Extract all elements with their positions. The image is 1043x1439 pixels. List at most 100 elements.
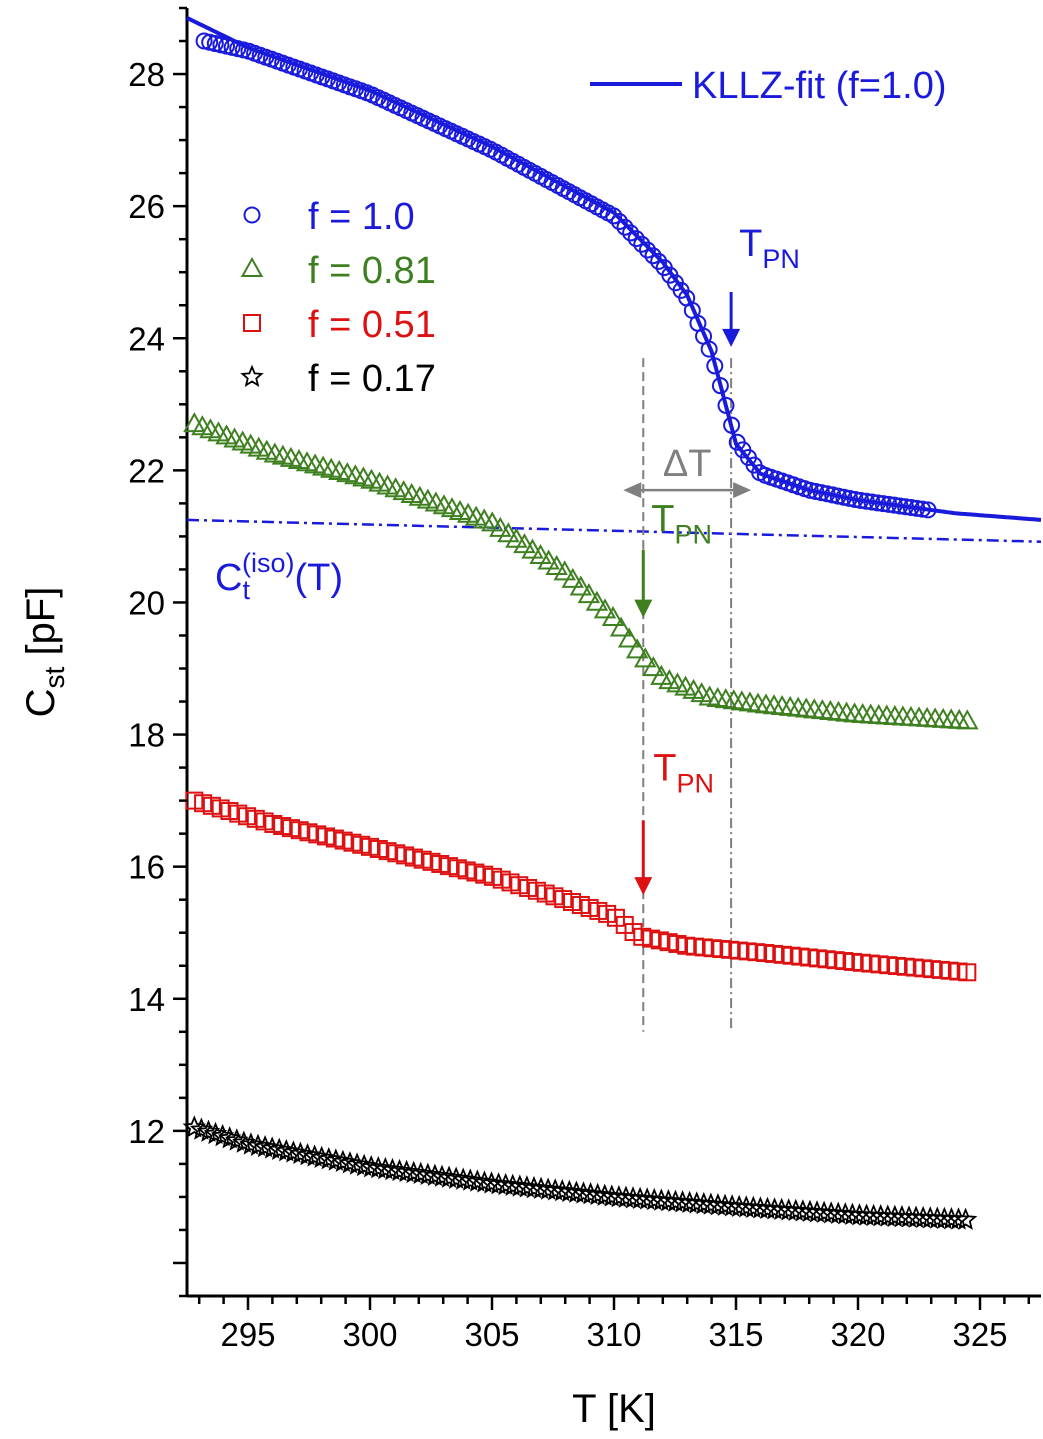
tpn-label: TPN: [739, 223, 800, 274]
delta-t-arrowhead-right: [733, 482, 752, 499]
data-point: [210, 1123, 235, 1147]
tpn-label-main: T: [651, 499, 674, 541]
data-point: [274, 1138, 299, 1162]
data-point: [571, 1181, 596, 1204]
iso-line-layer: Ct(iso)(T): [186, 518, 1042, 605]
data-point: [600, 1184, 624, 1207]
data-point: [617, 627, 641, 648]
y-tick-label: 20: [128, 584, 165, 621]
data-point: [727, 1194, 751, 1218]
data-point: [638, 241, 656, 259]
data-point: [656, 1188, 681, 1212]
data-point: [444, 1166, 468, 1189]
data-point: [522, 1175, 546, 1199]
data-point: [472, 1170, 497, 1193]
data-point: [699, 1192, 723, 1215]
data-point: [561, 567, 584, 588]
data-point: [601, 606, 625, 627]
iso-label-sub: t: [242, 575, 250, 605]
data-point: [578, 1182, 603, 1205]
data-point: [953, 1207, 978, 1230]
data-point: [769, 1197, 794, 1221]
y-tick-label: 26: [128, 188, 165, 225]
data-point: [345, 1152, 369, 1175]
data-point: [401, 1160, 426, 1184]
y-tick-label: 22: [128, 452, 165, 489]
data-point: [684, 1191, 709, 1214]
data-point: [569, 575, 593, 596]
data-point: [677, 1190, 702, 1214]
data-point: [649, 1188, 674, 1211]
x-axis-title: T [K]: [572, 1387, 656, 1431]
x-tick-label: 310: [586, 1316, 641, 1353]
series-square: [185, 791, 977, 982]
data-point: [622, 224, 640, 242]
data-point: [508, 1174, 532, 1197]
y-tick-label: 14: [128, 981, 165, 1018]
data-point: [543, 1178, 567, 1201]
data-point: [437, 1165, 461, 1188]
data-point: [812, 1200, 836, 1224]
data-point: [529, 544, 552, 565]
x-tick-label: 300: [342, 1316, 397, 1353]
data-point: [309, 1145, 334, 1169]
data-point: [515, 1175, 539, 1198]
data-point: [196, 1119, 221, 1142]
iso-line-label: Ct(iso)(T): [215, 548, 343, 605]
y-axis-title: Cst [pF]: [19, 587, 70, 718]
data-point: [642, 656, 665, 677]
data-point: [529, 1176, 553, 1200]
tpn-label-sub: PN: [762, 244, 800, 274]
data-point: [497, 522, 520, 543]
data-point: [585, 1182, 610, 1206]
data-point: [564, 1180, 589, 1203]
data-point: [253, 1134, 277, 1158]
y-tick-label: 16: [128, 849, 165, 886]
data-point: [189, 1117, 214, 1140]
data-point: [331, 1149, 355, 1173]
legend-label: f = 1.0: [308, 196, 415, 238]
data-point: [217, 1126, 242, 1149]
data-point: [458, 1168, 483, 1191]
data-point: [621, 1186, 645, 1209]
data-point: [635, 1187, 659, 1210]
tpn-label-main: T: [739, 223, 762, 265]
x-tick-label: 320: [830, 1316, 885, 1353]
data-point: [505, 527, 528, 548]
data-point: [628, 1186, 652, 1210]
data-point: [644, 247, 662, 265]
iso-label-tail: (T): [294, 557, 343, 599]
data-point: [203, 1121, 228, 1145]
data-point: [409, 1161, 433, 1185]
legend-marker-triangle: [240, 256, 264, 277]
legend-marker-square: [243, 314, 261, 332]
data-point: [634, 647, 657, 668]
legend-marker-circle: [243, 206, 261, 224]
data-point: [741, 1195, 766, 1219]
data-point: [281, 1140, 306, 1163]
series-star: [182, 1115, 978, 1230]
data-point: [819, 1201, 843, 1224]
data-point: [302, 1144, 327, 1167]
y-axis-title-sub: st: [39, 666, 70, 688]
axes-layer: 295 300 305 310 315 320 325 12 14 16 18 20 22 24 26 28 T…: [19, 6, 1031, 1431]
data-point: [958, 963, 977, 982]
data-point: [557, 1179, 582, 1203]
data-point: [486, 1172, 511, 1195]
x-tick-label: 295: [220, 1316, 275, 1353]
data-point: [610, 213, 628, 231]
legend-label: f = 0.51: [308, 304, 436, 346]
x-tick-label: 305: [464, 1316, 519, 1353]
legend: KLLZ-fit (f=1.0) f = 1.0 f = 0.81 f = 0.51 f…: [240, 65, 946, 400]
data-point: [288, 1141, 313, 1165]
fit-line-layer: [186, 16, 1042, 522]
data-point: [513, 533, 536, 554]
tpn-label: TPN: [653, 747, 714, 798]
data-point: [267, 1137, 291, 1160]
data-point: [481, 511, 504, 532]
data-point: [762, 1197, 787, 1220]
delta-t-arrowhead-left: [623, 482, 642, 499]
data-point: [706, 1193, 730, 1216]
y-tick-label: 24: [128, 320, 165, 357]
